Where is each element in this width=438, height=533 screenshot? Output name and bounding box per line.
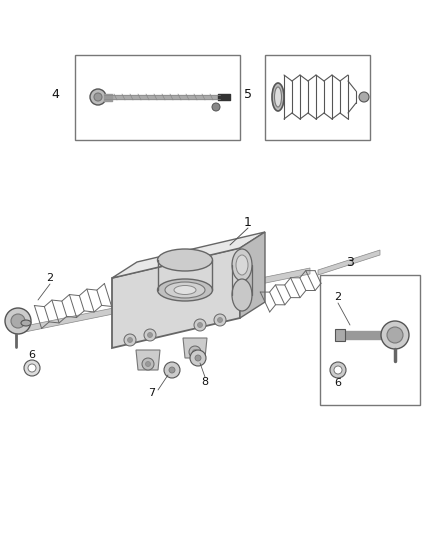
Circle shape bbox=[28, 364, 36, 372]
Polygon shape bbox=[136, 350, 160, 370]
Circle shape bbox=[124, 334, 136, 346]
Ellipse shape bbox=[232, 279, 252, 311]
Text: 1: 1 bbox=[244, 215, 252, 229]
Circle shape bbox=[127, 337, 133, 343]
Text: 5: 5 bbox=[244, 88, 252, 101]
Circle shape bbox=[90, 89, 106, 105]
Ellipse shape bbox=[165, 282, 205, 298]
Polygon shape bbox=[318, 250, 380, 275]
Circle shape bbox=[334, 366, 342, 374]
Bar bbox=[75, 55, 240, 140]
Circle shape bbox=[169, 367, 175, 373]
Bar bbox=[265, 55, 370, 140]
Circle shape bbox=[218, 318, 223, 322]
Circle shape bbox=[164, 362, 180, 378]
Circle shape bbox=[214, 314, 226, 326]
Circle shape bbox=[387, 327, 403, 343]
Ellipse shape bbox=[275, 87, 282, 107]
Text: 6: 6 bbox=[335, 378, 342, 388]
Polygon shape bbox=[240, 232, 265, 318]
Text: 4: 4 bbox=[51, 88, 59, 101]
Circle shape bbox=[5, 308, 31, 334]
Ellipse shape bbox=[272, 83, 284, 111]
Bar bbox=[320, 275, 420, 405]
Ellipse shape bbox=[232, 249, 252, 281]
Circle shape bbox=[145, 361, 151, 367]
Circle shape bbox=[190, 350, 206, 366]
Circle shape bbox=[330, 362, 346, 378]
Circle shape bbox=[94, 93, 102, 101]
Polygon shape bbox=[112, 248, 240, 348]
Circle shape bbox=[144, 329, 156, 341]
Text: 2: 2 bbox=[335, 292, 342, 302]
Text: 8: 8 bbox=[201, 377, 208, 387]
Polygon shape bbox=[15, 268, 310, 334]
Circle shape bbox=[189, 346, 201, 358]
Circle shape bbox=[142, 358, 154, 370]
Polygon shape bbox=[183, 338, 207, 358]
Text: 6: 6 bbox=[28, 350, 35, 360]
Text: 2: 2 bbox=[46, 273, 53, 283]
Circle shape bbox=[192, 350, 198, 354]
Circle shape bbox=[195, 355, 201, 361]
Circle shape bbox=[24, 360, 40, 376]
Circle shape bbox=[359, 92, 369, 102]
Circle shape bbox=[194, 319, 206, 331]
Text: 3: 3 bbox=[346, 255, 354, 269]
Ellipse shape bbox=[158, 249, 212, 271]
Text: 7: 7 bbox=[148, 388, 155, 398]
Ellipse shape bbox=[158, 279, 212, 301]
Polygon shape bbox=[112, 232, 265, 278]
Circle shape bbox=[148, 333, 152, 337]
Circle shape bbox=[11, 314, 25, 328]
Ellipse shape bbox=[174, 286, 196, 295]
Ellipse shape bbox=[21, 320, 31, 326]
Circle shape bbox=[198, 322, 202, 327]
Circle shape bbox=[212, 103, 220, 111]
Ellipse shape bbox=[236, 255, 248, 275]
Circle shape bbox=[381, 321, 409, 349]
Bar bbox=[335, 329, 345, 341]
